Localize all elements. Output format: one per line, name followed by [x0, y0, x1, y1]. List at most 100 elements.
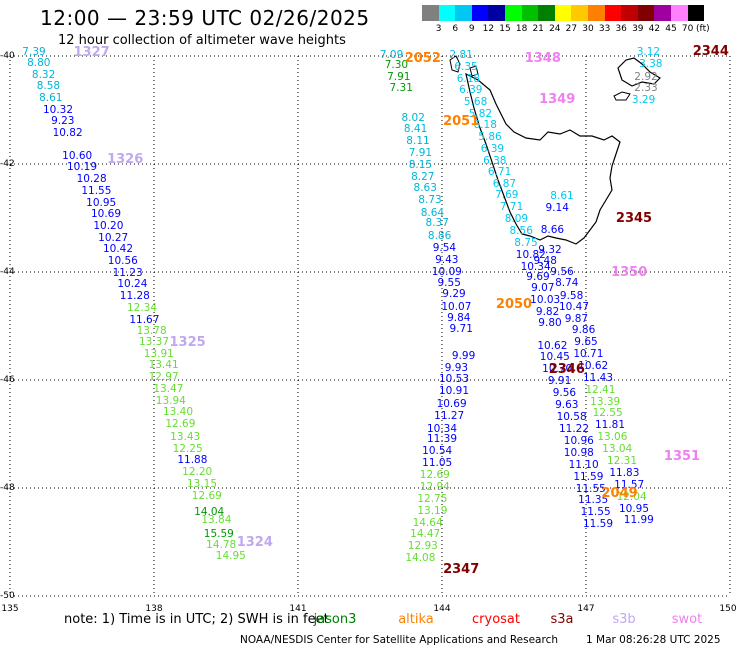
wave-height-value: 9.80: [538, 316, 562, 329]
wave-height-value: 10.19: [66, 161, 98, 174]
wave-height-value: 8.56: [509, 224, 533, 237]
lat-label: -50: [0, 591, 15, 601]
legend-swatch: [588, 5, 605, 21]
legend-swatch: [621, 5, 638, 21]
legend-swatch: [604, 5, 622, 21]
wave-height-value: 9.93: [444, 361, 469, 374]
flinders-island: [617, 57, 661, 87]
source-credit: NOAA/NESDIS Center for Satellite Applica…: [240, 634, 558, 646]
wave-height-value: 11.55: [81, 185, 112, 197]
lon-label: 138: [145, 604, 163, 614]
wave-height-value: 8.73: [418, 194, 442, 207]
legend-swatch: [505, 5, 522, 21]
wave-height-value: 10.69: [90, 208, 122, 221]
wave-height-value: 8.66: [540, 223, 565, 236]
wave-height-value: 8.75: [514, 236, 538, 249]
legend-swatch: [637, 5, 655, 21]
lat-label: -48: [0, 483, 15, 493]
wave-height-value: 14.04: [194, 506, 225, 519]
wave-height-value: 6.71: [487, 166, 512, 179]
pass-time-label: 2051: [443, 113, 480, 129]
wave-height-value: 8.64: [420, 206, 445, 219]
wave-height-value: 2.33: [634, 82, 658, 95]
footnote: note: 1) Time is in UTC; 2) SWH is in fe…: [64, 612, 329, 627]
wave-height-value: 7.91: [408, 147, 433, 160]
wave-height-value: 12.97: [148, 371, 179, 384]
legend-swatch: [654, 5, 671, 21]
wave-height-value: 13.94: [155, 394, 186, 407]
wave-height-value: 13.41: [148, 359, 179, 372]
wave-height-value: 10.03: [530, 294, 561, 307]
wave-height-value: 10.82: [52, 127, 83, 140]
lat-label: -40: [0, 51, 15, 61]
generation-timestamp: 1 Mar 08:26:28 UTC 2025: [586, 634, 721, 646]
wave-height-value: 14.47: [410, 528, 441, 541]
wave-height-value: 10.53: [438, 372, 470, 385]
mission-name: s3a: [550, 612, 574, 627]
wave-height-value: 11.59: [573, 470, 604, 483]
wave-height-value: 11.05: [422, 457, 453, 470]
wave-height-value: 10.47: [558, 301, 590, 314]
legend-swatch: [455, 5, 472, 21]
legend-swatch: [422, 5, 439, 21]
lat-label: -42: [0, 159, 15, 169]
wave-height-value: 11.99: [623, 514, 654, 527]
wave-height-value: 13.43: [170, 431, 201, 444]
wave-height-value: 10.20: [93, 220, 124, 233]
legend-tick: 18: [515, 24, 528, 34]
wave-height-value: 12.69: [191, 490, 222, 503]
wave-height-value: 6.18: [473, 119, 497, 132]
wave-height-value: 8.02: [401, 112, 425, 125]
wave-height-value: 9.23: [51, 115, 75, 128]
wave-height-value: 11.39: [426, 433, 458, 446]
cape-barren-island: [613, 91, 631, 101]
page-subtitle: 12 hour collection of altimeter wave hei…: [58, 33, 346, 48]
wave-height-value: 11.59: [582, 517, 614, 530]
wave-height-value: 9.86: [571, 324, 596, 337]
legend-tick: 21: [532, 24, 544, 34]
lat-lon-grid: [9, 55, 731, 597]
wave-height-value: 7.31: [389, 82, 413, 95]
pass-time-label: 2049: [601, 486, 638, 502]
wave-height-value: 13.15: [186, 478, 218, 491]
lon-label: 150: [719, 604, 737, 614]
wave-height-value: 10.96: [563, 435, 594, 448]
pass-time-label: 2345: [615, 211, 653, 226]
pass-time-label: 1327: [73, 45, 110, 61]
wave-height-value: 7.09: [379, 48, 404, 61]
wave-height-value: 12.75: [417, 492, 448, 505]
wave-height-value: 10.34: [426, 422, 458, 435]
legend-tick: 36: [615, 24, 627, 34]
legend-unit: (ft): [696, 24, 710, 34]
wave-height-value: 9.29: [442, 287, 466, 300]
wave-height-value: 3.38: [639, 58, 663, 71]
wave-height-value: 10.42: [102, 243, 134, 256]
wave-height-value: 10.91: [438, 384, 470, 397]
wave-height-value: 13.47: [153, 383, 184, 396]
mission-name: jason3: [313, 612, 357, 627]
legend-swatch: [687, 5, 705, 21]
lon-label: 135: [1, 604, 19, 614]
wave-height-value: 8.41: [403, 123, 428, 136]
wave-height-value: 10.32: [42, 104, 74, 116]
wave-height-value: 13.78: [136, 324, 167, 337]
wave-height-value: 5.86: [478, 131, 502, 143]
legend-tick: 45: [665, 24, 677, 34]
wave-height-value: 12.41: [585, 383, 616, 396]
pass-time-label: 2052: [404, 50, 441, 66]
wave-height-value: 5.68: [463, 95, 488, 108]
wave-height-value: 9.43: [435, 253, 459, 266]
legend-swatch: [438, 5, 456, 21]
pass-time-label: 1348: [524, 50, 561, 66]
wave-height-value: 6.87: [492, 177, 517, 190]
wave-height-value: 11.35: [578, 493, 609, 506]
wave-height-value: 7.69: [495, 189, 519, 202]
wave-height-value: 11.55: [575, 482, 606, 495]
wave-height-value: 11.88: [177, 453, 208, 466]
wave-height-value: 8.09: [504, 213, 529, 226]
wave-height-value: 13.91: [143, 347, 174, 360]
legend-tick: 6: [452, 24, 459, 34]
pass-time-label: 1325: [169, 335, 206, 351]
wave-height-value: 12.31: [606, 455, 638, 467]
wave-height-value: 11.28: [119, 290, 150, 303]
